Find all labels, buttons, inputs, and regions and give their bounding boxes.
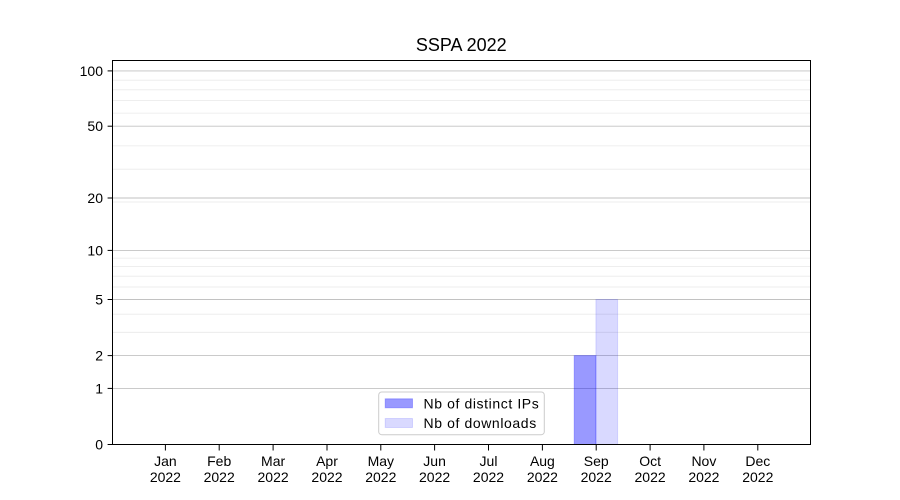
- svg-text:2022: 2022: [365, 469, 396, 485]
- svg-text:2022: 2022: [527, 469, 558, 485]
- svg-text:Apr: Apr: [316, 453, 338, 469]
- svg-text:Sep: Sep: [584, 453, 609, 469]
- svg-text:2022: 2022: [204, 469, 235, 485]
- svg-text:0: 0: [95, 437, 103, 453]
- svg-text:Jul: Jul: [480, 453, 498, 469]
- svg-text:Aug: Aug: [530, 453, 555, 469]
- svg-text:5: 5: [95, 292, 103, 308]
- svg-text:2022: 2022: [419, 469, 450, 485]
- svg-text:Jan: Jan: [154, 453, 177, 469]
- svg-text:SSPA 2022: SSPA 2022: [416, 35, 507, 55]
- svg-text:50: 50: [87, 118, 103, 134]
- svg-text:Nb of downloads: Nb of downloads: [424, 415, 537, 431]
- svg-text:Oct: Oct: [639, 453, 661, 469]
- svg-text:2022: 2022: [742, 469, 773, 485]
- svg-text:2022: 2022: [258, 469, 289, 485]
- svg-text:Feb: Feb: [207, 453, 231, 469]
- svg-text:Jun: Jun: [423, 453, 446, 469]
- svg-text:2022: 2022: [688, 469, 719, 485]
- svg-text:2: 2: [95, 348, 103, 364]
- svg-text:100: 100: [80, 63, 104, 79]
- svg-text:Nb of distinct IPs: Nb of distinct IPs: [424, 395, 540, 411]
- svg-text:Mar: Mar: [261, 453, 285, 469]
- svg-text:10: 10: [87, 242, 103, 258]
- svg-text:Dec: Dec: [745, 453, 770, 469]
- svg-text:1: 1: [95, 380, 103, 396]
- svg-text:Nov: Nov: [691, 453, 716, 469]
- svg-text:May: May: [368, 453, 394, 469]
- svg-text:2022: 2022: [311, 469, 342, 485]
- svg-text:2022: 2022: [581, 469, 612, 485]
- svg-text:2022: 2022: [150, 469, 181, 485]
- svg-text:2022: 2022: [635, 469, 666, 485]
- svg-text:2022: 2022: [473, 469, 504, 485]
- svg-text:20: 20: [87, 190, 103, 206]
